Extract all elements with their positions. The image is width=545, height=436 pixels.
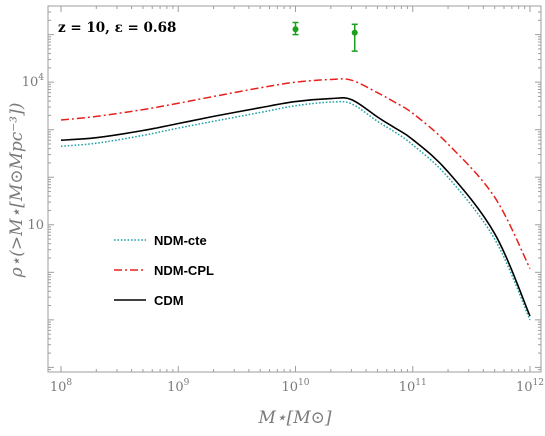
y-axis-label: ρ⋆(>M⋆[M⊙Mpc⁻³]) — [7, 103, 27, 279]
x-tick-label: 109 — [167, 378, 190, 395]
legend-label-cdm: CDM — [154, 293, 184, 308]
x-axis-label: M⋆[M⊙] — [258, 408, 332, 428]
series-line-ndm-cpl — [60, 78, 531, 269]
y-tick-label: 10 — [27, 218, 44, 233]
plot-frame — [47, 5, 542, 373]
y-tick-label: 104 — [22, 73, 45, 90]
series-line-ndm-cte — [60, 100, 531, 321]
axis-ticks: 108 109 1010 1011 1012 10 104 — [22, 5, 544, 395]
legend-label-ndm-cpl: NDM-CPL — [154, 263, 214, 278]
series-lines — [60, 78, 531, 321]
legend: NDM-cte NDM-CPL CDM — [114, 233, 214, 308]
legend-label-ndm-cte: NDM-cte — [154, 233, 207, 248]
series-line-cdm — [60, 97, 531, 317]
x-tick-label: 1011 — [399, 378, 427, 395]
observation-points — [292, 21, 358, 52]
observation-marker — [351, 29, 358, 36]
observation-marker — [292, 26, 299, 33]
x-tick-label: 1012 — [516, 378, 544, 395]
x-tick-label: 1010 — [282, 378, 310, 395]
x-tick-label: 108 — [50, 378, 73, 395]
plot-annotation: z = 10, ε = 0.68 — [58, 20, 176, 36]
